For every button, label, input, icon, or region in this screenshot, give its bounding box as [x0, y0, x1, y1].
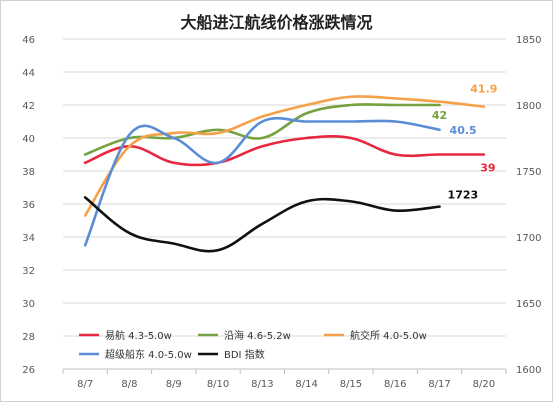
x-tick-label: 8/8 [121, 379, 137, 390]
legend-label: 超级船东 4.0-5.0w [105, 348, 192, 361]
y-left-tick-label: 46 [22, 35, 35, 46]
y-left-tick-label: 28 [22, 332, 35, 343]
y-right-tick-label: 1800 [516, 101, 541, 112]
y-right-tick-label: 1850 [516, 35, 541, 46]
data-label: 39 [480, 162, 495, 175]
y-left-tick-label: 34 [22, 233, 35, 244]
data-label: 42 [432, 109, 447, 122]
legend-label: BDI 指数 [224, 348, 265, 361]
data-label: 40.5 [450, 124, 477, 137]
x-tick-label: 8/13 [251, 379, 273, 390]
y-left-tick-label: 40 [22, 134, 35, 145]
x-tick-label: 8/7 [77, 379, 93, 390]
series-line [83, 135, 486, 167]
y-left-tick-label: 32 [22, 266, 35, 277]
x-tick-label: 8/10 [207, 379, 229, 390]
y-left-tick-label: 30 [22, 299, 35, 310]
x-tick-label: 8/9 [166, 379, 182, 390]
chart-title: 大船进江航线价格涨跌情况 [180, 13, 373, 32]
legend-label: 易航 4.3-5.0w [105, 329, 172, 342]
data-label: 1723 [448, 189, 479, 202]
x-tick-label: 8/15 [340, 379, 362, 390]
data-label: 41.9 [470, 83, 497, 96]
x-tick-label: 8/16 [384, 379, 406, 390]
legend-label: 沿海 4.6-5.2w [224, 329, 291, 342]
y-right-tick-label: 1600 [516, 365, 541, 376]
series-line [83, 196, 441, 253]
y-right-tick-label: 1750 [516, 167, 541, 178]
y-left-tick-label: 38 [22, 167, 35, 178]
y-left-tick-label: 42 [22, 101, 35, 112]
x-tick-label: 8/17 [428, 379, 450, 390]
y-right-tick-label: 1700 [516, 233, 541, 244]
series-line [83, 116, 441, 247]
y-left-tick-label: 44 [22, 68, 35, 79]
y-right-tick-label: 1650 [516, 299, 541, 310]
x-tick-label: 8/14 [295, 379, 317, 390]
y-left-tick-label: 36 [22, 200, 35, 211]
series-line [83, 95, 486, 217]
x-tick-label: 8/20 [473, 379, 495, 390]
y-left-tick-label: 26 [22, 365, 35, 376]
legend-label: 航交所 4.0-5.0w [350, 329, 427, 342]
